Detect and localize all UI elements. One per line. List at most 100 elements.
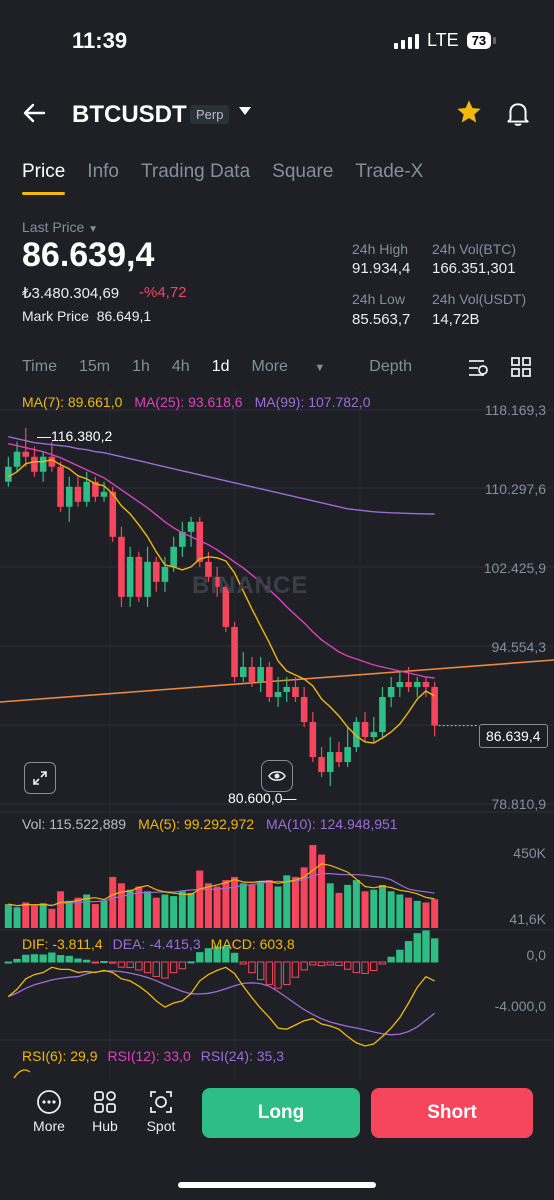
star-icon[interactable] bbox=[455, 98, 483, 133]
macd-bar bbox=[82, 959, 91, 963]
bell-icon[interactable] bbox=[505, 100, 531, 133]
volume-bar bbox=[257, 881, 265, 928]
tf-4h[interactable]: 4h bbox=[171, 358, 190, 375]
macd-bar bbox=[283, 961, 291, 986]
status-time: 11:39 bbox=[72, 28, 128, 53]
macd-bar bbox=[4, 961, 13, 964]
candle-body bbox=[292, 686, 299, 697]
vol-usdt-value: 14,72B bbox=[432, 311, 480, 328]
tf-1d[interactable]: 1d bbox=[211, 358, 230, 375]
hub-nav[interactable]: Hub bbox=[75, 1089, 135, 1134]
tab-square[interactable]: Square bbox=[272, 161, 334, 182]
chevron-down-icon[interactable] bbox=[238, 104, 252, 122]
macd-bar bbox=[109, 961, 117, 964]
candle-body bbox=[353, 722, 360, 748]
candle-body bbox=[387, 686, 395, 697]
high-label: 24h High bbox=[352, 241, 409, 257]
volume-bar bbox=[422, 902, 430, 928]
candle-body bbox=[318, 757, 325, 773]
volume-bar bbox=[196, 870, 204, 928]
volume-bar bbox=[274, 886, 282, 928]
long-button[interactable]: Long bbox=[202, 1088, 360, 1138]
volume-bar bbox=[413, 900, 421, 928]
rsi24-label: RSI(24): 35,3 bbox=[200, 1048, 285, 1064]
candle-body bbox=[179, 531, 186, 547]
tf-1h[interactable]: 1h bbox=[132, 358, 150, 375]
dea-line bbox=[8, 970, 436, 1036]
timeframe-bar: Time 15m 1h 4h 1d More ▼ Depth bbox=[22, 358, 434, 376]
volume-bar bbox=[378, 884, 386, 928]
volume-bar bbox=[117, 883, 125, 928]
tf-time[interactable]: Time bbox=[22, 358, 57, 375]
volume-bar bbox=[135, 886, 143, 928]
candle-body bbox=[170, 546, 177, 567]
macd-bar bbox=[274, 961, 282, 989]
vol-ma10-label: MA(10): 124.948,951 bbox=[266, 816, 398, 832]
volume-bar bbox=[187, 892, 195, 928]
axis-label: 102.425,9 bbox=[483, 560, 546, 576]
grid-layout-icon[interactable] bbox=[510, 356, 532, 383]
price-change: -%4,72 bbox=[139, 284, 187, 301]
spot-nav[interactable]: Spot bbox=[131, 1089, 191, 1134]
candle-body bbox=[413, 681, 421, 687]
ma99-label: MA(99): 107.782,0 bbox=[254, 394, 371, 410]
candle-body bbox=[126, 556, 134, 597]
macd-bar bbox=[335, 961, 343, 966]
spot-label: Spot bbox=[146, 1118, 176, 1134]
symbol-title[interactable]: BTCUSDT bbox=[72, 101, 187, 128]
tab-trading-data[interactable]: Trading Data bbox=[141, 161, 251, 182]
candlestick-chart[interactable] bbox=[0, 390, 554, 1080]
tab-price[interactable]: Price bbox=[22, 161, 66, 195]
eye-icon[interactable] bbox=[261, 760, 293, 792]
vol-usdt-label: 24h Vol(USDT) bbox=[432, 291, 527, 307]
macd-bar bbox=[378, 961, 387, 965]
more-nav[interactable]: More bbox=[19, 1089, 79, 1134]
battery-level: 73 bbox=[466, 32, 492, 49]
volume-bar bbox=[344, 884, 352, 928]
candle-body bbox=[239, 666, 247, 677]
macd-bar bbox=[326, 961, 334, 966]
volume-bar bbox=[22, 902, 30, 928]
candle-body bbox=[257, 666, 264, 682]
short-button[interactable]: Short bbox=[371, 1088, 533, 1138]
dif-label: DIF: -3.811,4 bbox=[22, 936, 103, 952]
candle-body bbox=[326, 752, 334, 773]
candle-body bbox=[405, 681, 412, 687]
candle-body bbox=[187, 521, 195, 532]
last-price-label[interactable]: Last Price ▼ bbox=[22, 219, 99, 235]
candle-body bbox=[152, 561, 160, 582]
low-marker: 80.600,0— bbox=[228, 790, 297, 806]
more-dots-icon bbox=[37, 1090, 61, 1114]
tab-trade-x[interactable]: Trade-X bbox=[355, 161, 424, 182]
vol-ma5-line bbox=[8, 863, 435, 907]
candle-body bbox=[57, 466, 64, 507]
volume-bar bbox=[126, 889, 134, 928]
volume-bar bbox=[91, 904, 99, 928]
tf-more[interactable]: More ▼ bbox=[251, 358, 326, 375]
macd-bar bbox=[152, 961, 160, 977]
volume-bar bbox=[326, 883, 334, 928]
tf-15m[interactable]: 15m bbox=[78, 358, 111, 375]
high-marker: —116.380,2 bbox=[37, 428, 113, 444]
volume-bar bbox=[83, 894, 91, 928]
volume-bar bbox=[265, 880, 273, 928]
candle-body bbox=[274, 691, 282, 697]
volume-bar bbox=[387, 891, 395, 928]
fullscreen-icon[interactable] bbox=[24, 762, 56, 794]
signal-icon bbox=[394, 33, 419, 49]
ma7-label: MA(7): 89.661,0 bbox=[22, 394, 123, 410]
tf-depth[interactable]: Depth bbox=[369, 358, 412, 375]
candle-body bbox=[222, 586, 230, 627]
candle-body bbox=[196, 521, 204, 562]
candle-body bbox=[118, 536, 125, 597]
back-arrow-icon[interactable] bbox=[22, 100, 48, 133]
volume-bar bbox=[291, 876, 299, 928]
volume-bar bbox=[309, 845, 317, 928]
more-label: More bbox=[33, 1118, 65, 1134]
dea-label: DEA: -4.415,3 bbox=[112, 936, 201, 952]
volume-bar bbox=[4, 904, 12, 928]
indicator-settings-icon[interactable] bbox=[466, 356, 490, 385]
volume-bar bbox=[170, 896, 178, 928]
tab-info[interactable]: Info bbox=[87, 161, 119, 182]
macd-bar bbox=[30, 954, 39, 963]
